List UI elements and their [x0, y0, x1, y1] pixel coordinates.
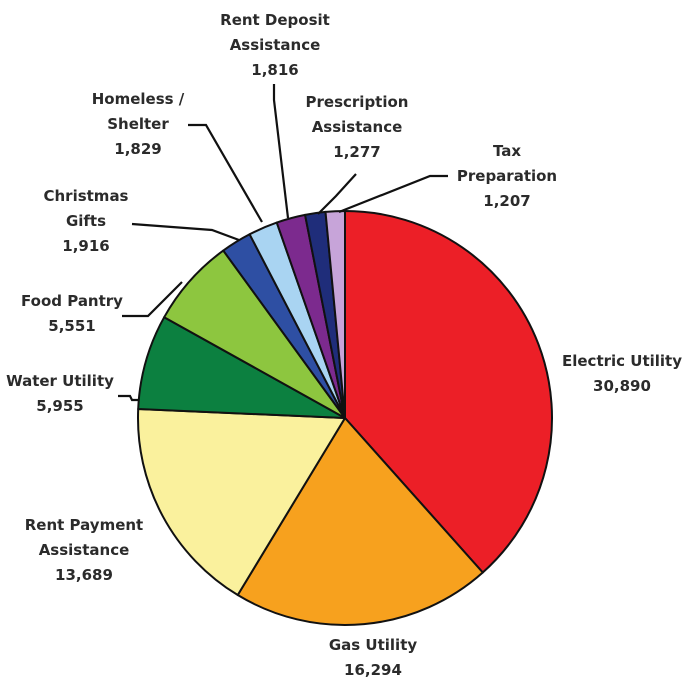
slice-name: Food Pantry [21, 292, 123, 310]
slice-value: 1,277 [333, 143, 380, 161]
slice-name: Christmas [43, 187, 128, 205]
slice-value: 1,916 [62, 237, 109, 255]
slice-name: Water Utility [6, 372, 114, 390]
slice-name: Shelter [107, 115, 169, 133]
slice-name: Rent Deposit [220, 11, 330, 29]
slice-name: Electric Utility [562, 352, 682, 370]
slice-name: Assistance [230, 36, 321, 54]
leader-line [317, 173, 357, 215]
slice-label: Rent Deposit Assistance 1,816 [220, 11, 330, 79]
slice-label: Christmas Gifts 1,916 [43, 187, 128, 255]
slice-label: Gas Utility 16,294 [329, 636, 418, 679]
leader-line [188, 123, 263, 223]
slice-label: Homeless / Shelter 1,829 [92, 90, 185, 158]
leader-line [122, 281, 183, 318]
slice-label: Tax Preparation 1,207 [457, 142, 557, 210]
slice-name: Assistance [39, 541, 130, 559]
leader-line [272, 84, 290, 219]
pie-slice [236, 417, 484, 626]
leader-line [131, 222, 240, 242]
leader-line [338, 174, 448, 214]
slice-name: Rent Payment [25, 516, 143, 534]
slice-name: Prescription [306, 93, 409, 111]
leader-line [118, 394, 139, 402]
slice-value: 13,689 [55, 566, 113, 584]
pie-slice [324, 210, 346, 419]
slice-value: 1,816 [251, 61, 298, 79]
slice-value: 30,890 [593, 377, 651, 395]
slice-label: Prescription Assistance 1,277 [306, 93, 409, 161]
leader-lines [118, 84, 448, 402]
slice-value: 5,955 [36, 397, 83, 415]
slice-value: 5,551 [48, 317, 95, 335]
pie-slice [137, 316, 346, 419]
slice-label: Food Pantry 5,551 [21, 292, 123, 335]
slice-value: 16,294 [344, 661, 402, 679]
slice-name: Tax [493, 142, 521, 160]
slice-value: 1,829 [114, 140, 161, 158]
slice-label: Rent Payment Assistance 13,689 [25, 516, 143, 584]
slice-value: 1,207 [483, 192, 530, 210]
slice-name: Gas Utility [329, 636, 418, 654]
slice-name: Gifts [66, 212, 106, 230]
slice-name: Preparation [457, 167, 557, 185]
pie-slices [137, 210, 553, 626]
slice-label: Water Utility 5,955 [6, 372, 114, 415]
slice-label: Electric Utility 30,890 [562, 352, 682, 395]
pie-slice [344, 210, 553, 574]
slice-name: Assistance [312, 118, 403, 136]
slice-name: Homeless / [92, 90, 185, 108]
pie-slice [137, 408, 346, 597]
slice-labels: Electric Utility 30,890 Gas Utility 16,294 R… [6, 11, 682, 679]
